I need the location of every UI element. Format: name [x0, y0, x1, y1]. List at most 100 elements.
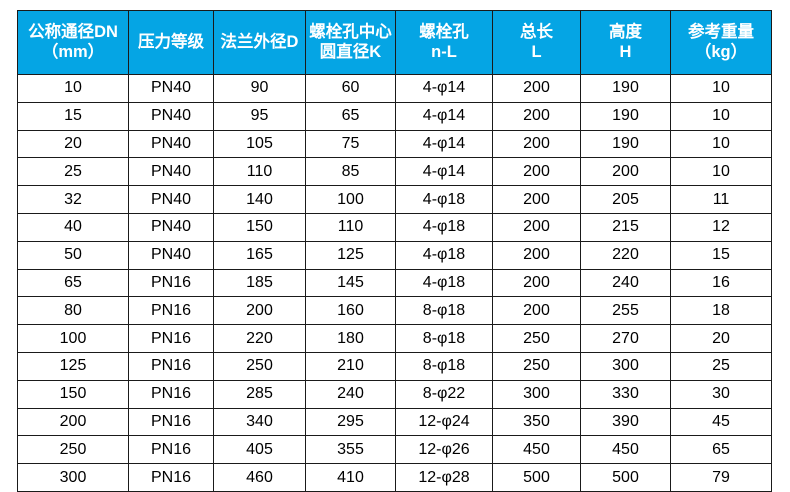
table-cell: PN40	[128, 212, 214, 242]
table-cell: 65	[305, 101, 396, 131]
table-cell: 250	[492, 324, 581, 353]
table-cell: 190	[580, 101, 671, 131]
table-cell: 65	[17, 268, 129, 298]
column-header-4: 螺栓孔 n-L	[395, 10, 493, 75]
table-cell: 16	[670, 268, 772, 298]
table-cell: 85	[305, 157, 396, 187]
column-header-2: 法兰外径D	[213, 10, 306, 75]
table-cell: 205	[580, 185, 671, 214]
table-cell: PN16	[128, 351, 214, 381]
table-row: 50 PN40 165 125 4-φ18 200 220 15	[17, 240, 772, 270]
table-cell: 190	[580, 74, 671, 103]
column-header-6: 高度 H	[580, 10, 671, 75]
table-cell: 300	[580, 351, 671, 381]
table-cell: 11	[670, 185, 772, 214]
table-cell: PN40	[128, 157, 214, 187]
table-cell: 32	[17, 185, 129, 214]
table-cell: 10	[670, 157, 772, 187]
table-cell: PN16	[128, 407, 214, 437]
table-cell: 8-φ18	[395, 351, 493, 381]
table-cell: 100	[17, 324, 129, 353]
table-row: 80 PN16 200 160 8-φ18 200 255 18	[17, 296, 772, 326]
table-cell: 10	[670, 129, 772, 159]
table-cell: 20	[17, 129, 129, 159]
table-cell: 95	[213, 101, 306, 131]
column-header-line2: 圆直径K	[319, 42, 382, 61]
table-cell: 145	[305, 268, 396, 298]
table-cell: 210	[305, 351, 396, 381]
table-cell: 4-φ14	[395, 129, 493, 159]
table-row: 150 PN16 285 240 8-φ22 300 330 30	[17, 379, 772, 409]
table-cell: 12-φ24	[395, 407, 493, 437]
table-row: 250 PN16 405 355 12-φ26 450 450 65	[17, 435, 772, 465]
table-cell: 185	[213, 268, 306, 298]
table-cell: PN16	[128, 324, 214, 353]
column-header-line1: 高度	[609, 23, 642, 42]
table-cell: 100	[305, 185, 396, 214]
table-cell: 25	[17, 157, 129, 187]
table-cell: 18	[670, 296, 772, 326]
table-cell: 125	[17, 351, 129, 381]
table-cell: 200	[492, 296, 581, 326]
table-cell: PN40	[128, 185, 214, 214]
table-cell: 200	[492, 240, 581, 270]
table-cell: 450	[492, 435, 581, 465]
table-cell: 4-φ18	[395, 185, 493, 214]
table-cell: 200	[213, 296, 306, 326]
column-header-line2: n-L	[431, 42, 457, 61]
table-cell: 30	[670, 379, 772, 409]
header-row: 公称通径DN （mm） 压力等级 法兰外径D 螺栓孔中心 圆直径K 螺栓孔 n-L 总长 L 高度 H…	[17, 10, 772, 75]
column-header-line1: 压力等级	[138, 32, 204, 51]
table-cell: 165	[213, 240, 306, 270]
table-cell: 295	[305, 407, 396, 437]
table-cell: 4-φ18	[395, 212, 493, 242]
table-cell: 80	[17, 296, 129, 326]
table-cell: 10	[17, 74, 129, 103]
table-header: 公称通径DN （mm） 压力等级 法兰外径D 螺栓孔中心 圆直径K 螺栓孔 n-L 总长 L 高度 H…	[17, 10, 772, 75]
table-cell: 125	[305, 240, 396, 270]
table-cell: 60	[305, 74, 396, 103]
table-cell: 150	[17, 379, 129, 409]
table-body: 10 PN40 90 60 4-φ14 200 190 10 15 PN40 95 65 4-φ14 20…	[17, 74, 772, 492]
table-cell: PN16	[128, 379, 214, 409]
table-cell: 4-φ18	[395, 268, 493, 298]
table-cell: 200	[492, 157, 581, 187]
table-cell: 215	[580, 212, 671, 242]
table-row: 100 PN16 220 180 8-φ18 250 270 20	[17, 324, 772, 353]
table-cell: PN40	[128, 240, 214, 270]
column-header-line1: 参考重量	[688, 23, 754, 42]
table-cell: 250	[492, 351, 581, 381]
table-row: 65 PN16 185 145 4-φ18 200 240 16	[17, 268, 772, 298]
table-cell: 410	[305, 463, 396, 492]
table-cell: 110	[305, 212, 396, 242]
table-cell: 350	[492, 407, 581, 437]
table-cell: 90	[213, 74, 306, 103]
table-cell: 300	[17, 463, 129, 492]
column-header-3: 螺栓孔中心 圆直径K	[305, 10, 396, 75]
column-header-line2: H	[619, 42, 632, 61]
table-cell: 50	[17, 240, 129, 270]
table-cell: 140	[213, 185, 306, 214]
table-cell: 340	[213, 407, 306, 437]
table-cell: 240	[580, 268, 671, 298]
table-cell: 160	[305, 296, 396, 326]
table-row: 15 PN40 95 65 4-φ14 200 190 10	[17, 101, 772, 131]
table-cell: 15	[670, 240, 772, 270]
table-cell: 270	[580, 324, 671, 353]
column-header-line1: 螺栓孔	[419, 23, 469, 42]
column-header-line1: 公称通径DN	[28, 23, 118, 42]
table-cell: 40	[17, 212, 129, 242]
table-cell: PN40	[128, 74, 214, 103]
table-cell: 460	[213, 463, 306, 492]
table-cell: PN16	[128, 268, 214, 298]
table-cell: 15	[17, 101, 129, 131]
column-header-line2: （kg）	[694, 42, 748, 61]
table-cell: 220	[213, 324, 306, 353]
table-row: 32 PN40 140 100 4-φ18 200 205 11	[17, 185, 772, 214]
table-cell: 20	[670, 324, 772, 353]
table-cell: 500	[492, 463, 581, 492]
table-cell: 390	[580, 407, 671, 437]
table-cell: 200	[492, 212, 581, 242]
table-cell: 300	[492, 379, 581, 409]
